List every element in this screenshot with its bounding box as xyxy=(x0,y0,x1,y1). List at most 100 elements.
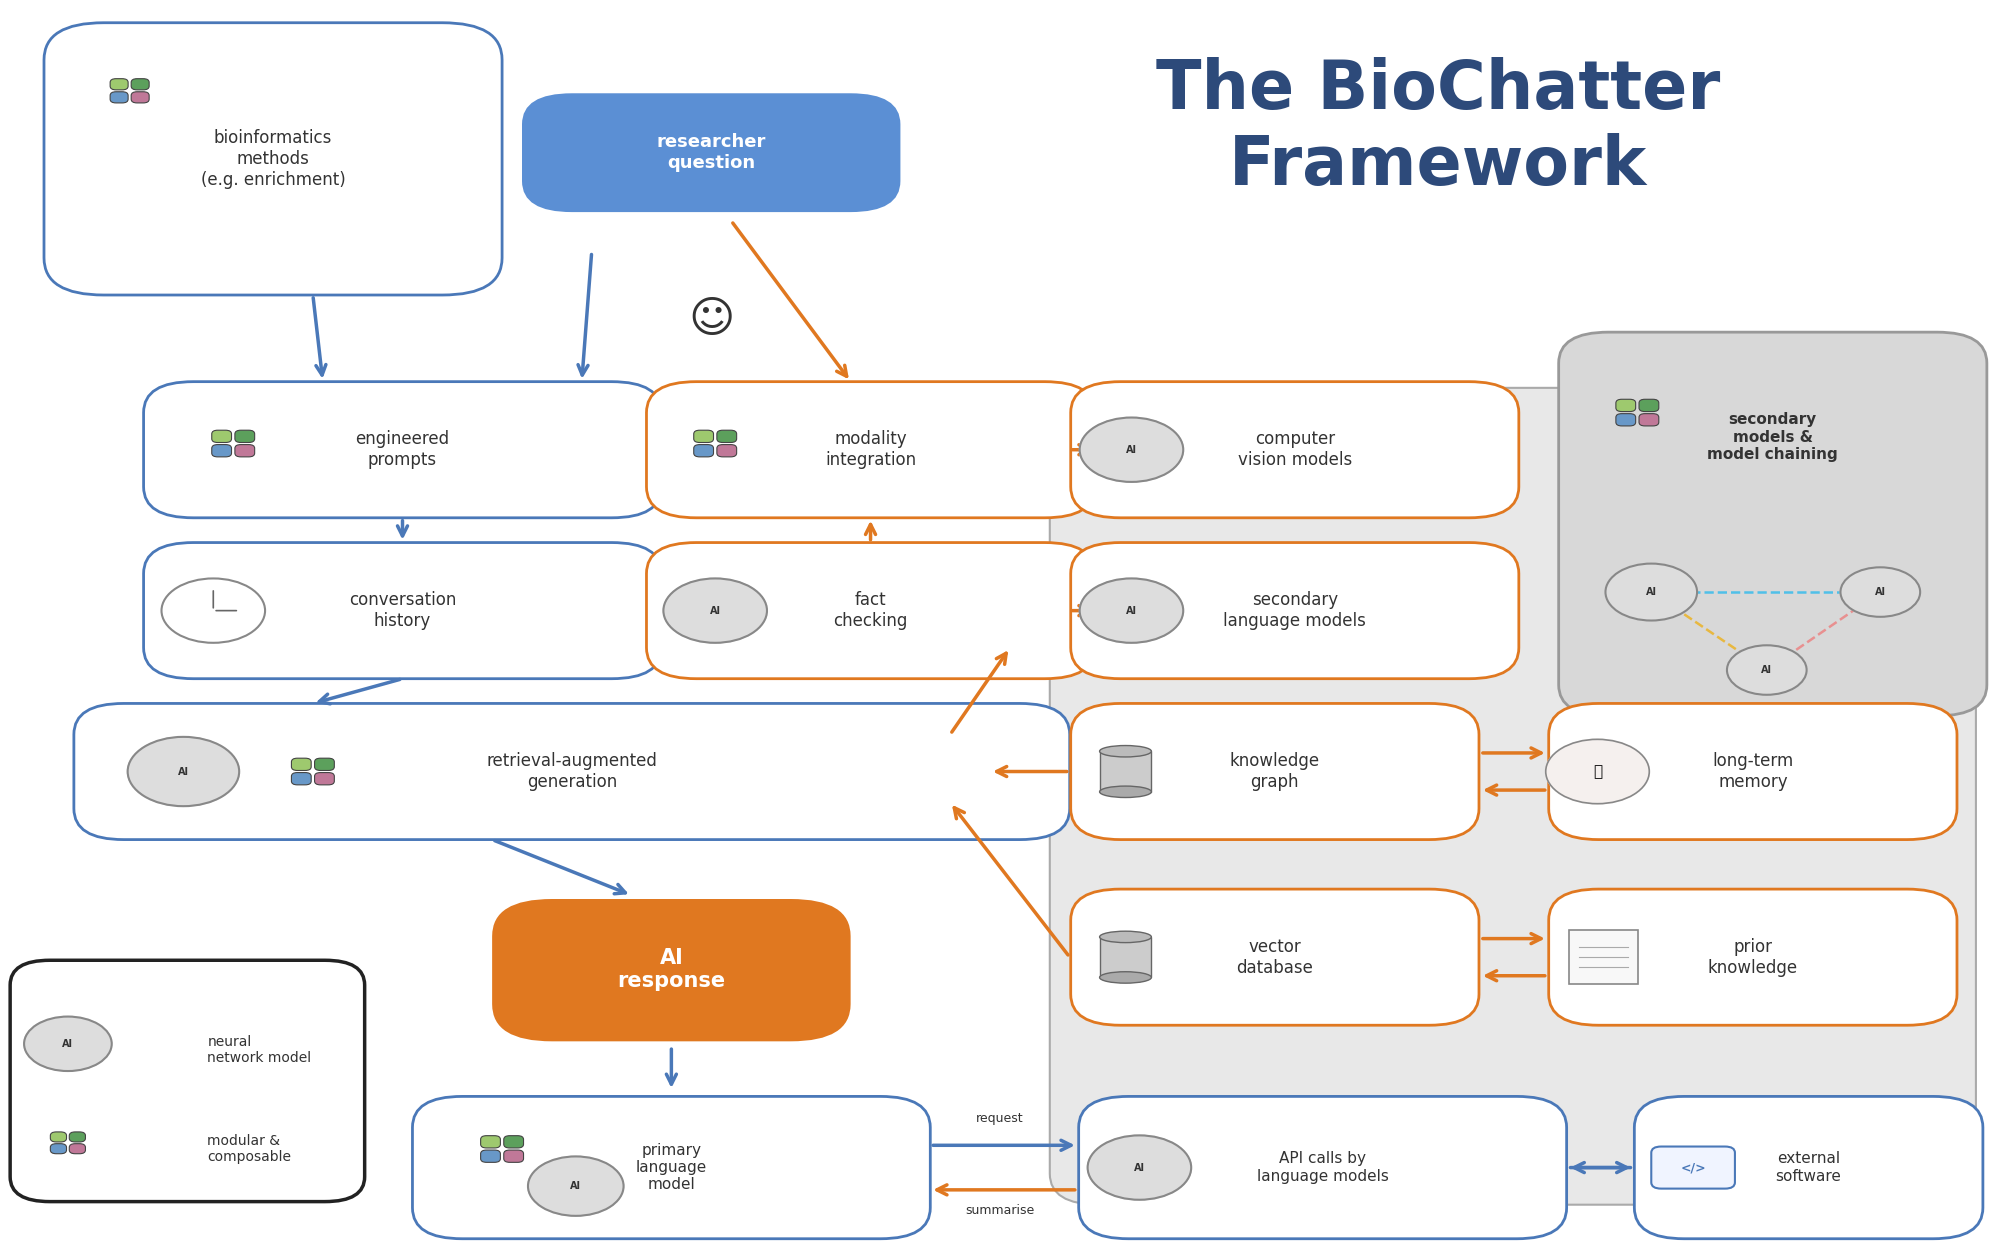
FancyBboxPatch shape xyxy=(212,430,232,442)
FancyBboxPatch shape xyxy=(694,430,714,442)
FancyBboxPatch shape xyxy=(716,445,736,457)
FancyBboxPatch shape xyxy=(70,1144,86,1154)
Text: AI: AI xyxy=(1126,445,1136,455)
FancyBboxPatch shape xyxy=(1078,1096,1566,1239)
Circle shape xyxy=(664,578,766,643)
FancyBboxPatch shape xyxy=(74,704,1070,840)
FancyBboxPatch shape xyxy=(504,1135,524,1148)
FancyBboxPatch shape xyxy=(480,1150,500,1163)
Text: neural
network model: neural network model xyxy=(208,1035,312,1065)
Text: AI: AI xyxy=(1126,606,1136,616)
Text: ☺: ☺ xyxy=(688,298,734,341)
FancyBboxPatch shape xyxy=(1070,542,1518,679)
Text: The BioChatter
Framework: The BioChatter Framework xyxy=(1156,57,1720,199)
FancyBboxPatch shape xyxy=(50,1131,66,1143)
FancyBboxPatch shape xyxy=(694,445,714,457)
FancyBboxPatch shape xyxy=(646,381,1094,518)
FancyBboxPatch shape xyxy=(1616,399,1636,411)
Circle shape xyxy=(1606,563,1698,621)
FancyBboxPatch shape xyxy=(1100,937,1152,977)
FancyBboxPatch shape xyxy=(1070,890,1478,1025)
Circle shape xyxy=(1080,417,1184,482)
Text: long-term
memory: long-term memory xyxy=(1712,753,1794,791)
FancyBboxPatch shape xyxy=(212,445,232,457)
FancyBboxPatch shape xyxy=(292,758,312,770)
Text: AI: AI xyxy=(1874,587,1886,597)
FancyBboxPatch shape xyxy=(1548,890,1956,1025)
Text: AI: AI xyxy=(62,1039,74,1049)
FancyBboxPatch shape xyxy=(1558,333,1986,715)
FancyBboxPatch shape xyxy=(1070,381,1518,518)
FancyBboxPatch shape xyxy=(70,1131,86,1143)
Circle shape xyxy=(1080,578,1184,643)
FancyBboxPatch shape xyxy=(1616,414,1636,426)
FancyBboxPatch shape xyxy=(1548,704,1956,840)
Ellipse shape xyxy=(1100,972,1152,983)
Text: API calls by
language models: API calls by language models xyxy=(1256,1151,1388,1184)
Text: secondary
models &
model chaining: secondary models & model chaining xyxy=(1708,412,1838,462)
Text: fact
checking: fact checking xyxy=(834,591,908,630)
Text: external
software: external software xyxy=(1776,1151,1842,1184)
Text: secondary
language models: secondary language models xyxy=(1224,591,1366,630)
Text: bioinformatics
methods
(e.g. enrichment): bioinformatics methods (e.g. enrichment) xyxy=(200,130,346,188)
FancyBboxPatch shape xyxy=(1640,414,1658,426)
Circle shape xyxy=(162,578,266,643)
FancyBboxPatch shape xyxy=(646,542,1094,679)
FancyBboxPatch shape xyxy=(480,1135,500,1148)
FancyBboxPatch shape xyxy=(1070,704,1478,840)
FancyBboxPatch shape xyxy=(1640,399,1658,411)
FancyBboxPatch shape xyxy=(504,1150,524,1163)
FancyBboxPatch shape xyxy=(522,93,900,212)
FancyBboxPatch shape xyxy=(50,1144,66,1154)
FancyBboxPatch shape xyxy=(314,773,334,785)
Text: engineered
prompts: engineered prompts xyxy=(356,430,450,470)
Text: 🧠: 🧠 xyxy=(1592,764,1602,779)
FancyBboxPatch shape xyxy=(1100,751,1152,791)
Text: AI: AI xyxy=(1134,1163,1144,1172)
FancyBboxPatch shape xyxy=(110,78,128,90)
Text: request: request xyxy=(976,1111,1024,1125)
Text: summarise: summarise xyxy=(966,1205,1034,1217)
Text: AI: AI xyxy=(570,1181,582,1191)
Text: modality
integration: modality integration xyxy=(824,430,916,470)
Ellipse shape xyxy=(1100,745,1152,758)
FancyBboxPatch shape xyxy=(716,430,736,442)
FancyBboxPatch shape xyxy=(44,22,502,295)
FancyBboxPatch shape xyxy=(1634,1096,1982,1239)
Circle shape xyxy=(1840,567,1920,617)
Text: AI
response: AI response xyxy=(618,948,726,991)
Text: AI: AI xyxy=(1762,665,1772,675)
FancyBboxPatch shape xyxy=(110,92,128,103)
Circle shape xyxy=(1088,1135,1192,1200)
FancyBboxPatch shape xyxy=(492,900,850,1042)
Text: researcher
question: researcher question xyxy=(656,133,766,172)
Circle shape xyxy=(128,736,240,806)
FancyBboxPatch shape xyxy=(1568,930,1638,984)
Circle shape xyxy=(24,1017,112,1072)
Text: prior
knowledge: prior knowledge xyxy=(1708,938,1798,977)
Text: vector
database: vector database xyxy=(1236,938,1314,977)
FancyBboxPatch shape xyxy=(1652,1146,1734,1189)
Text: modular &
composable: modular & composable xyxy=(208,1134,292,1164)
Text: primary
language
model: primary language model xyxy=(636,1143,708,1192)
Ellipse shape xyxy=(1100,786,1152,797)
FancyBboxPatch shape xyxy=(144,542,662,679)
Ellipse shape xyxy=(1100,931,1152,943)
Circle shape xyxy=(1726,645,1806,695)
FancyBboxPatch shape xyxy=(412,1096,930,1239)
FancyBboxPatch shape xyxy=(132,92,150,103)
FancyBboxPatch shape xyxy=(1050,388,1976,1205)
Text: AI: AI xyxy=(1646,587,1656,597)
Circle shape xyxy=(528,1156,624,1216)
FancyBboxPatch shape xyxy=(234,445,254,457)
Text: conversation
history: conversation history xyxy=(348,591,456,630)
Circle shape xyxy=(1546,739,1650,804)
Text: knowledge
graph: knowledge graph xyxy=(1230,753,1320,791)
FancyBboxPatch shape xyxy=(10,961,364,1201)
Text: </>: </> xyxy=(1680,1161,1706,1174)
FancyBboxPatch shape xyxy=(132,78,150,90)
FancyBboxPatch shape xyxy=(144,381,662,518)
Text: AI: AI xyxy=(710,606,720,616)
Text: retrieval-augmented
generation: retrieval-augmented generation xyxy=(486,753,658,791)
FancyBboxPatch shape xyxy=(292,773,312,785)
